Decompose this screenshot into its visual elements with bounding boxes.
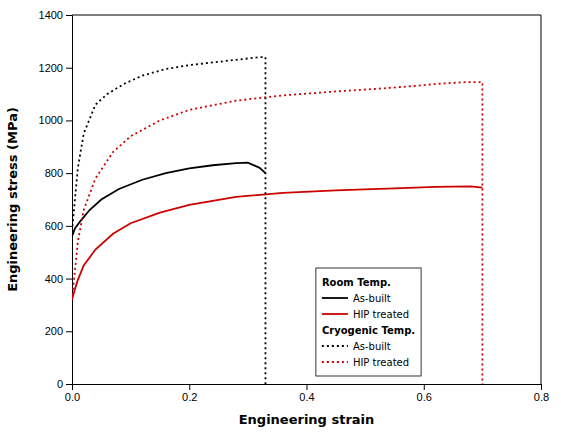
legend: Room Temp. As-built HIP treated Cryogenic T… (316, 268, 421, 376)
legend-label: HIP treated (353, 309, 409, 320)
tick-label: 0 (57, 378, 63, 390)
tick-label: 600 (45, 220, 63, 232)
tick-label: 1400 (39, 9, 63, 21)
axis-line (73, 385, 542, 391)
y-axis-title: Engineering stress (MPa) (5, 107, 20, 292)
tick: 0.6 (417, 384, 432, 403)
tick: 0 (57, 378, 72, 390)
frame (541, 15, 542, 384)
series-line (72, 57, 265, 384)
legend-swatch (322, 313, 348, 315)
legend-swatch (322, 345, 348, 347)
chart: 0.0 0.2 0.4 0.6 0.8 0 200 400 600 800 1000 1200 1400… (0, 0, 561, 434)
tick: 0.4 (299, 384, 314, 403)
series-line (72, 82, 482, 384)
tick: 1400 (39, 9, 72, 21)
tick-label: 0.4 (299, 391, 314, 403)
tick-label: 0.8 (534, 391, 549, 403)
tick: 0.0 (65, 384, 80, 403)
tick: 1200 (39, 62, 72, 74)
lines (72, 57, 482, 384)
tick-label: 1200 (39, 62, 63, 74)
legend-group-title: Room Temp. (322, 277, 391, 288)
legend-group-title: Cryogenic Temp. (322, 325, 415, 336)
tick-label: 0.2 (182, 391, 197, 403)
tick-label: 0.0 (65, 391, 80, 403)
tick-mark (66, 68, 72, 69)
tick-mark (541, 384, 542, 390)
tick-mark (66, 384, 72, 385)
axis-line (66, 16, 73, 385)
tick-mark (307, 384, 308, 390)
x-axis: 0.0 0.2 0.4 0.6 0.8 (65, 384, 549, 403)
tick-label: 0.6 (417, 391, 432, 403)
tick-mark (66, 226, 72, 227)
tick-mark (189, 384, 190, 390)
tick-mark (66, 279, 72, 280)
tick: 600 (45, 220, 72, 232)
tick-mark (66, 120, 72, 121)
tick-mark (66, 331, 72, 332)
tick: 200 (45, 325, 72, 337)
tick-mark (66, 173, 72, 174)
tick: 0.2 (182, 384, 197, 403)
legend-label: HIP treated (353, 357, 409, 368)
tick-mark (424, 384, 425, 390)
tick: 400 (45, 273, 72, 285)
tick-mark (66, 15, 72, 16)
y-axis: 0 200 400 600 800 1000 1200 1400 (39, 9, 73, 390)
legend-label: As-built (353, 341, 391, 352)
tick: 800 (45, 167, 72, 179)
frame (72, 15, 541, 16)
tick: 0.8 (534, 384, 549, 403)
series-line (72, 163, 265, 237)
legend-swatch (322, 297, 348, 299)
plot: 0.0 0.2 0.4 0.6 0.8 0 200 400 600 800 1000 1200 1400… (5, 9, 549, 427)
legend-frame (316, 268, 421, 376)
tick-label: 1000 (39, 114, 63, 126)
legend-label: As-built (353, 293, 391, 304)
x-axis-title: Engineering strain (239, 412, 375, 427)
tick-label: 800 (45, 167, 63, 179)
legend-swatch (322, 361, 348, 363)
tick-label: 200 (45, 325, 63, 337)
tick: 1000 (39, 114, 72, 126)
tick-label: 400 (45, 273, 63, 285)
